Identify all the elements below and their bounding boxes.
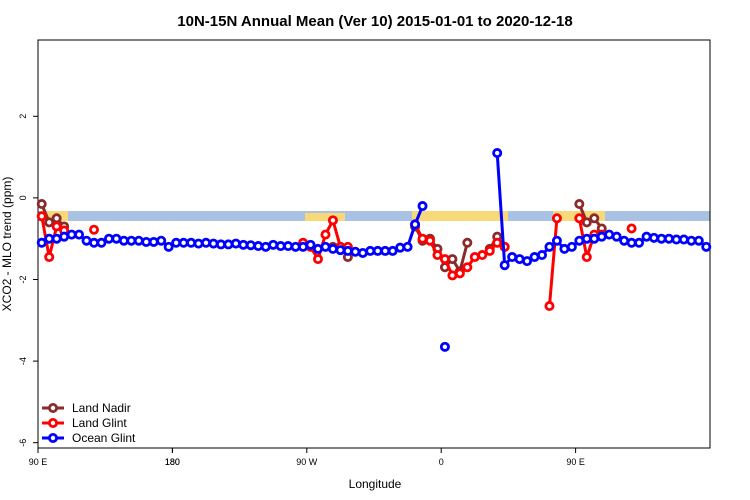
point xyxy=(537,250,548,261)
series-line xyxy=(42,216,632,306)
point xyxy=(410,219,421,230)
point xyxy=(663,233,674,244)
point xyxy=(327,215,338,226)
point xyxy=(342,245,353,256)
point xyxy=(327,243,338,254)
point xyxy=(148,236,159,247)
point xyxy=(649,232,660,243)
point xyxy=(566,241,577,252)
point xyxy=(96,237,107,248)
point xyxy=(626,223,637,234)
point xyxy=(395,242,406,253)
point xyxy=(387,245,398,256)
point xyxy=(693,235,704,246)
x-tick-label: 90 E xyxy=(566,457,585,467)
point xyxy=(701,241,712,252)
point xyxy=(492,148,503,159)
point xyxy=(320,229,331,240)
point xyxy=(312,254,323,265)
point xyxy=(454,268,465,279)
point xyxy=(462,237,473,248)
point xyxy=(477,250,488,261)
legend-marker xyxy=(48,417,59,428)
legend-marker xyxy=(48,432,59,443)
point xyxy=(253,241,264,252)
y-tick-label: -4 xyxy=(18,357,28,365)
point xyxy=(36,211,47,222)
point xyxy=(74,229,85,240)
point xyxy=(581,217,592,228)
point xyxy=(439,341,450,352)
land-patch xyxy=(305,213,345,221)
point xyxy=(44,217,55,228)
y-axis-label: XCO2 - MLO trend (ppm) xyxy=(0,177,14,312)
point xyxy=(51,221,62,232)
point xyxy=(522,256,533,267)
point xyxy=(163,241,174,252)
x-axis-label: Longitude xyxy=(349,477,402,491)
point xyxy=(581,252,592,263)
point xyxy=(611,231,622,242)
x-tick-label: 90 E xyxy=(29,457,48,467)
surface-band xyxy=(38,211,710,221)
point xyxy=(200,237,211,248)
point xyxy=(544,301,555,312)
point xyxy=(641,231,652,242)
land-patch xyxy=(412,211,508,221)
point xyxy=(424,235,435,246)
point xyxy=(574,199,585,210)
point xyxy=(432,250,443,261)
point xyxy=(678,234,689,245)
x-tick-label: 90 W xyxy=(296,457,318,467)
point xyxy=(402,241,413,252)
point xyxy=(439,254,450,265)
point xyxy=(462,262,473,273)
point xyxy=(186,237,197,248)
point xyxy=(133,235,144,246)
point xyxy=(230,238,241,249)
point xyxy=(223,239,234,250)
point xyxy=(305,239,316,250)
y-tick-label: 0 xyxy=(18,195,28,200)
x-tick-label: 0 xyxy=(439,457,444,467)
legend-marker xyxy=(48,402,59,413)
point xyxy=(36,237,47,248)
point xyxy=(208,238,219,249)
point xyxy=(492,237,503,248)
point xyxy=(268,239,279,250)
point xyxy=(589,213,600,224)
point xyxy=(193,238,204,249)
point xyxy=(335,245,346,256)
point xyxy=(283,241,294,252)
legend-label: Land Glint xyxy=(72,416,127,430)
y-tick-label: -6 xyxy=(18,439,28,447)
legend-label: Land Nadir xyxy=(72,401,131,415)
point xyxy=(417,201,428,212)
y-tick-label: 2 xyxy=(18,114,28,119)
point xyxy=(156,235,167,246)
point xyxy=(36,199,47,210)
point xyxy=(544,241,555,252)
chart-title: 10N-15N Annual Mean (Ver 10) 2015-01-01 … xyxy=(177,13,572,30)
point xyxy=(245,240,256,251)
x-tick-label: 180 xyxy=(165,457,180,467)
point xyxy=(551,213,562,224)
point xyxy=(89,224,100,235)
legend-label: Ocean Glint xyxy=(72,431,136,445)
point xyxy=(350,246,361,257)
point xyxy=(499,260,510,271)
point xyxy=(634,237,645,248)
band xyxy=(38,211,710,221)
point xyxy=(484,245,495,256)
point xyxy=(574,213,585,224)
point xyxy=(44,252,55,263)
y-tick-label: -2 xyxy=(18,275,28,283)
x-tick-label: 180 xyxy=(165,457,180,467)
point xyxy=(551,235,562,246)
point xyxy=(51,213,62,224)
